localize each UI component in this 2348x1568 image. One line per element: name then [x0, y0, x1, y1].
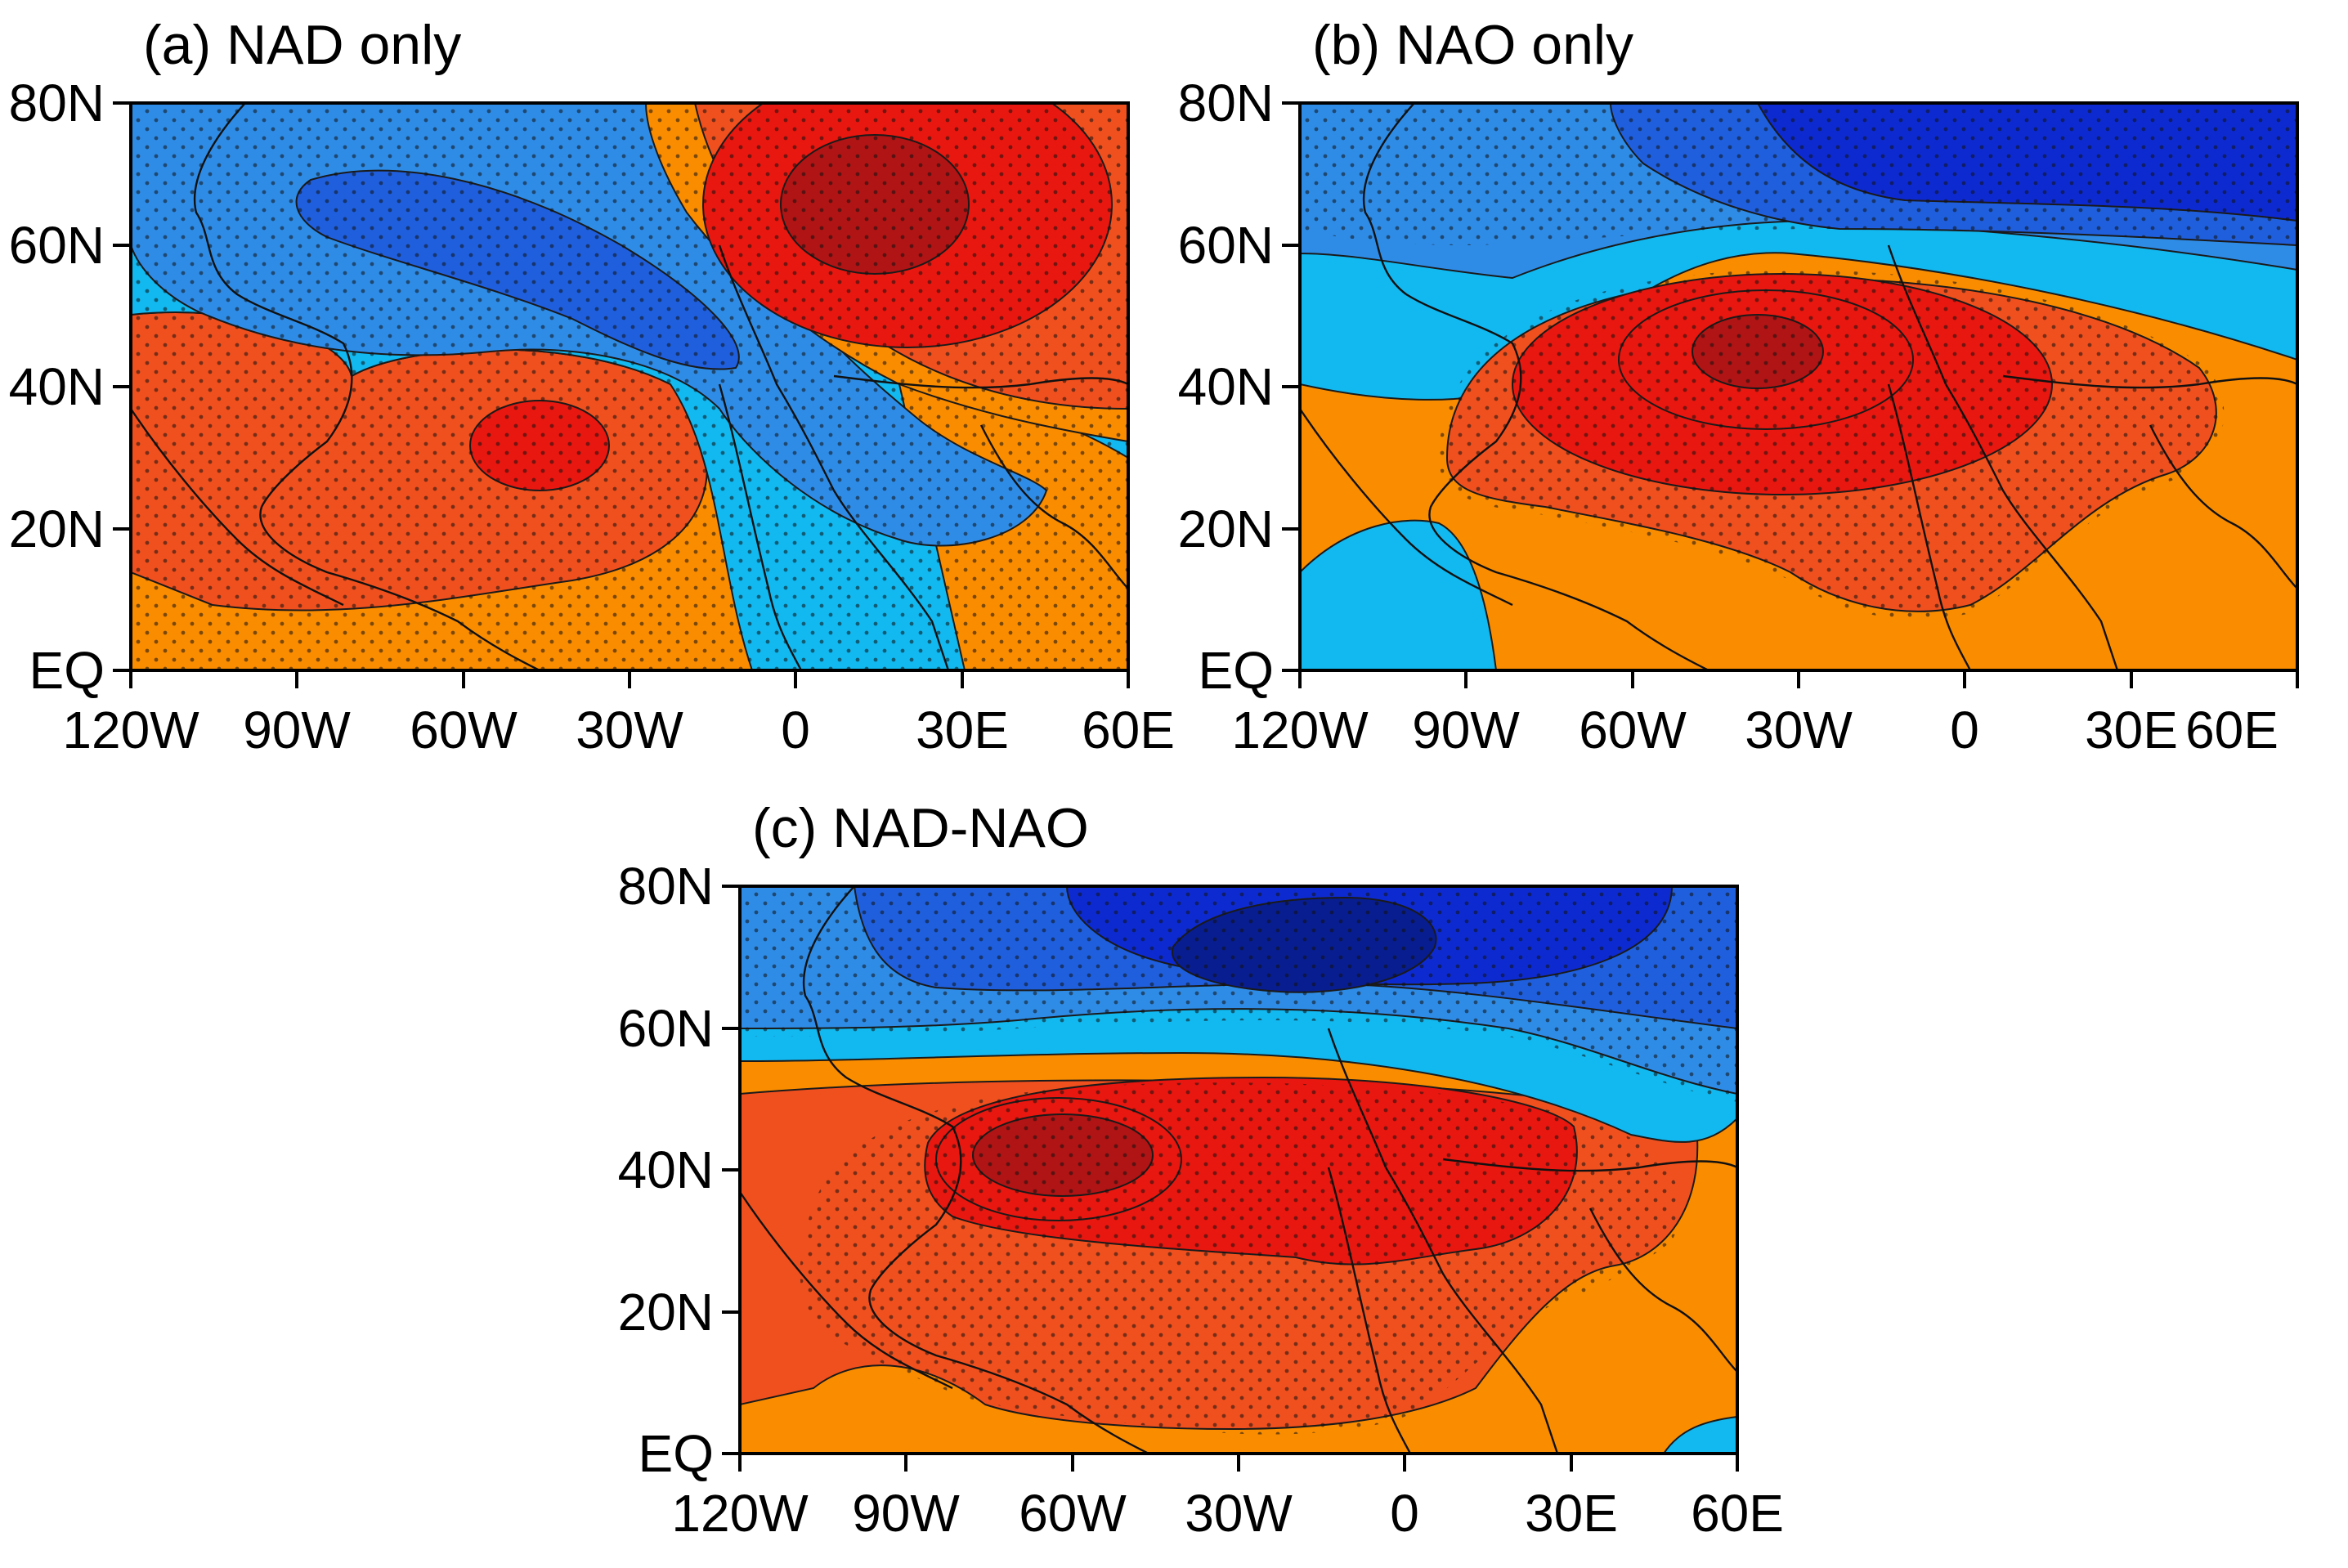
lon-axis — [129, 670, 1130, 688]
lat-tick-label: 20N — [9, 500, 105, 558]
lat-tick-label: 60N — [9, 216, 105, 275]
panel-b: (b) NAO only — [1169, 0, 2346, 785]
lon-tick-label: 60W — [1579, 701, 1687, 759]
lat-tick-labels: 80N 60N 40N 20N EQ — [1178, 74, 1274, 700]
lat-tick-label: 80N — [1178, 74, 1274, 132]
panel-title: (a) NAD only — [143, 14, 461, 76]
lat-tick-label: EQ — [1199, 641, 1274, 700]
lon-axis — [738, 1454, 1739, 1472]
lon-tick-label: 90W — [852, 1484, 960, 1543]
significance-stipple — [1300, 103, 2297, 620]
coastlines — [740, 886, 1737, 1454]
lat-axis — [722, 885, 740, 1455]
lat-tick-label: 80N — [9, 74, 105, 132]
lon-tick-label: 30W — [1185, 1484, 1293, 1543]
coastlines — [131, 103, 1128, 670]
lon-tick-label: 60E — [2185, 701, 2279, 759]
panel-title: (b) NAO only — [1312, 14, 1633, 76]
lon-tick-label: 30E — [1525, 1484, 1618, 1543]
lon-tick-label: 120W — [671, 1484, 809, 1543]
lat-tick-label: 40N — [1178, 357, 1274, 416]
lat-tick-labels: 80N 60N 40N 20N EQ — [618, 857, 714, 1483]
lon-tick-label: 30E — [916, 701, 1009, 759]
map-plot — [1298, 101, 2299, 672]
lon-tick-label: 0 — [1390, 1484, 1419, 1543]
lon-tick-label: 30W — [1745, 701, 1853, 759]
map-plot — [738, 885, 1739, 1455]
lon-tick-label: 60E — [1082, 701, 1175, 759]
lat-tick-label: 20N — [618, 1283, 714, 1342]
lat-tick-label: 60N — [1178, 216, 1274, 275]
panel-a: (a) NAD only — [0, 0, 1177, 785]
lon-tick-label: 90W — [243, 701, 351, 759]
lon-tick-label: 30E — [2085, 701, 2178, 759]
lat-tick-label: EQ — [29, 641, 105, 700]
lat-tick-label: 60N — [618, 999, 714, 1058]
lat-tick-labels: 80N 60N 40N 20N EQ — [9, 74, 105, 700]
lat-axis — [113, 101, 131, 672]
lon-tick-label: 0 — [781, 701, 810, 759]
lon-tick-label: 60W — [410, 701, 518, 759]
significance-stipple — [740, 886, 1737, 1435]
lon-tick-labels: 120W 90W 60W 30W 0 30E 60E — [62, 701, 1175, 759]
lon-tick-label: 90W — [1412, 701, 1520, 759]
lon-tick-label: 60W — [1019, 1484, 1127, 1543]
lat-tick-label: 20N — [1178, 500, 1274, 558]
lon-tick-labels: 120W 90W 60W 30W 0 30E 60E — [1231, 701, 2279, 759]
lon-tick-label: 0 — [1950, 701, 1979, 759]
lat-tick-label: 40N — [9, 357, 105, 416]
lon-axis — [1298, 670, 2299, 688]
panel-title: (c) NAD-NAO — [752, 797, 1089, 859]
lon-tick-labels: 120W 90W 60W 30W 0 30E 60E — [671, 1484, 1784, 1543]
lon-tick-label: 120W — [1231, 701, 1369, 759]
lat-axis — [1282, 101, 1300, 672]
coastlines — [1300, 103, 2297, 670]
lon-tick-label: 30W — [576, 701, 683, 759]
lon-tick-label: 120W — [62, 701, 199, 759]
lat-tick-label: 80N — [618, 857, 714, 916]
lat-tick-label: 40N — [618, 1140, 714, 1199]
lon-tick-label: 60E — [1691, 1484, 1784, 1543]
map-plot — [129, 101, 1130, 672]
lat-tick-label: EQ — [639, 1424, 714, 1483]
panel-c: (c) NAD-NAO — [609, 783, 1786, 1568]
anomaly-light-blue-sw — [1300, 519, 1498, 670]
